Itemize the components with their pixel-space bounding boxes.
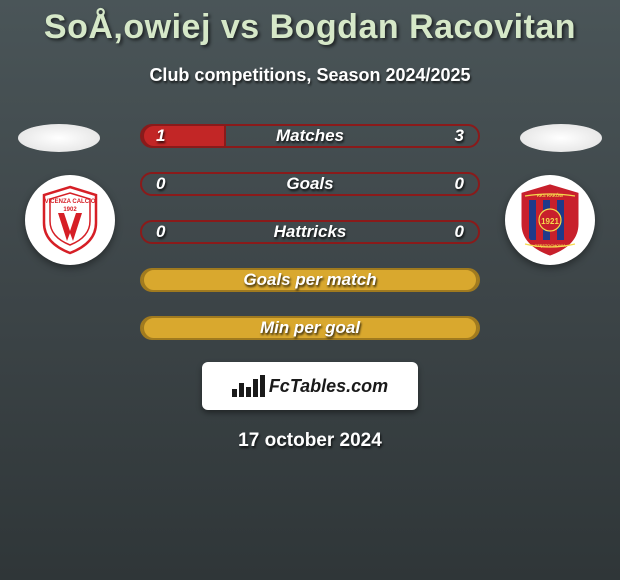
svg-text:1921: 1921 bbox=[541, 217, 559, 226]
comparison-date: 17 october 2024 bbox=[0, 430, 620, 452]
vicenza-shield-icon: VICENZA CALCIO 1902 bbox=[40, 185, 100, 255]
team-logo-right: RKS RAKÓW CZĘSTOCHOWA 1921 bbox=[505, 175, 595, 265]
rakow-shield-icon: RKS RAKÓW CZĘSTOCHOWA 1921 bbox=[519, 184, 581, 256]
fctables-brand-box: FcTables.com bbox=[202, 362, 418, 410]
stat-bar: Goals per match bbox=[140, 268, 480, 292]
comparison-subtitle: Club competitions, Season 2024/2025 bbox=[0, 65, 620, 86]
stat-bar-label: Min per goal bbox=[260, 318, 360, 338]
player-placeholder-left bbox=[18, 124, 100, 152]
bar-chart-icon bbox=[232, 375, 265, 397]
fctables-brand-text: FcTables.com bbox=[269, 376, 388, 397]
stat-bar-left-value: 1 bbox=[156, 126, 165, 146]
stat-bar-fill bbox=[142, 124, 226, 148]
stat-bar-left-value: 0 bbox=[156, 222, 165, 242]
stat-bar-label: Hattricks bbox=[274, 222, 347, 242]
svg-text:RKS RAKÓW: RKS RAKÓW bbox=[537, 193, 563, 198]
stat-bar: Matches 1 3 bbox=[140, 124, 480, 148]
stat-bar: Hattricks 0 0 bbox=[140, 220, 480, 244]
stat-bar-label: Goals bbox=[286, 174, 333, 194]
stat-bar-label: Goals per match bbox=[243, 270, 376, 290]
stat-bar: Min per goal bbox=[140, 316, 480, 340]
team-logo-left: VICENZA CALCIO 1902 bbox=[25, 175, 115, 265]
comparison-title: SoÅ‚owiej vs Bogdan Racovitan bbox=[0, 0, 620, 47]
stat-bar: Goals 0 0 bbox=[140, 172, 480, 196]
stat-bar-left-value: 0 bbox=[156, 174, 165, 194]
svg-text:CZĘSTOCHOWA: CZĘSTOCHOWA bbox=[534, 243, 566, 248]
stat-bar-right-value: 0 bbox=[455, 174, 464, 194]
stat-bar-label: Matches bbox=[276, 126, 344, 146]
svg-text:1902: 1902 bbox=[63, 207, 77, 213]
stat-bar-right-value: 3 bbox=[455, 126, 464, 146]
player-placeholder-right bbox=[520, 124, 602, 152]
stat-bar-right-value: 0 bbox=[455, 222, 464, 242]
svg-text:VICENZA CALCIO: VICENZA CALCIO bbox=[45, 199, 96, 205]
